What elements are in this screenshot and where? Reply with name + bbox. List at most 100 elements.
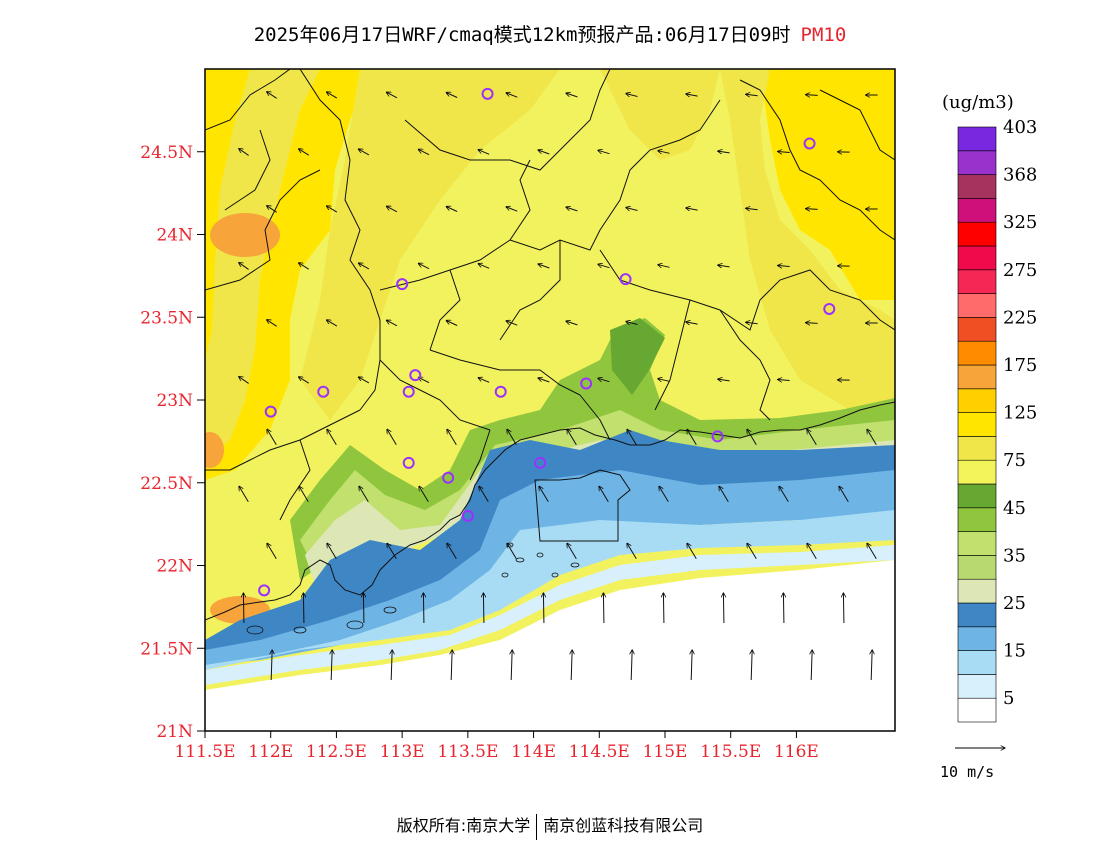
wind-arrow bbox=[539, 486, 549, 502]
wind-arrow bbox=[806, 209, 818, 210]
legend-label: 5 bbox=[1003, 688, 1014, 709]
wind-arrow bbox=[418, 263, 430, 270]
wind-arrow bbox=[447, 429, 457, 445]
wind-arrow bbox=[446, 320, 458, 326]
wind-arrow bbox=[691, 650, 692, 681]
wind-arrow bbox=[686, 208, 698, 210]
wind-arrow bbox=[779, 486, 789, 502]
lat-tick-label: 22N bbox=[156, 557, 193, 577]
legend-swatch bbox=[957, 436, 997, 461]
monitoring-stations bbox=[258, 87, 836, 597]
wind-arrow bbox=[778, 265, 790, 266]
wind-arrow bbox=[839, 486, 849, 502]
wind-arrow bbox=[718, 265, 730, 267]
wind-arrow bbox=[626, 207, 638, 210]
legend-swatch bbox=[957, 150, 997, 175]
wind-arrow bbox=[538, 150, 550, 155]
wind-arrow bbox=[599, 486, 609, 502]
legend-swatch bbox=[957, 626, 997, 651]
lat-tick-label: 23N bbox=[156, 391, 193, 411]
wind-arrow bbox=[871, 650, 872, 681]
wind-arrow bbox=[718, 379, 730, 381]
wind-arrow bbox=[686, 94, 698, 96]
legend-label: 225 bbox=[1003, 307, 1037, 328]
band-75-east bbox=[600, 69, 720, 160]
station-marker bbox=[396, 278, 409, 291]
wind-arrow bbox=[567, 429, 577, 445]
copyright-divider bbox=[536, 813, 538, 840]
station-marker bbox=[534, 456, 547, 469]
wind-arrow bbox=[386, 92, 398, 99]
wind-arrow bbox=[299, 263, 310, 270]
wind-arrow bbox=[746, 94, 758, 95]
lon-tick-label: 114E bbox=[511, 742, 556, 762]
legend-swatch bbox=[957, 459, 997, 485]
copyright-org1: 南京大学 bbox=[466, 816, 531, 835]
lon-tick-label: 112E bbox=[248, 742, 293, 762]
hk-boundary bbox=[534, 469, 631, 542]
wind-arrow bbox=[327, 543, 337, 559]
wind-arrow bbox=[806, 95, 818, 96]
band-5-sea bbox=[205, 510, 895, 670]
band-125-inner bbox=[205, 69, 250, 360]
legend-label: 403 bbox=[1003, 117, 1037, 138]
wind-arrow bbox=[658, 265, 670, 268]
station-marker bbox=[402, 456, 415, 469]
station-marker bbox=[580, 377, 593, 390]
title-main: 2025年06月17日WRF/cmaq模式12km预报产品:06月17日09时 bbox=[253, 24, 791, 46]
wind-arrow bbox=[687, 543, 697, 559]
wind-arrow bbox=[598, 150, 610, 155]
wind-arrow bbox=[631, 650, 632, 681]
wind-arrow bbox=[419, 486, 429, 502]
legend-swatch bbox=[957, 578, 997, 604]
wind-arrow bbox=[751, 650, 752, 681]
legend-label: 175 bbox=[1003, 355, 1037, 376]
legend-swatch bbox=[957, 555, 997, 580]
station-marker bbox=[317, 385, 330, 398]
wind-arrow bbox=[571, 650, 572, 681]
wind-arrow bbox=[327, 92, 338, 99]
wind-arrow bbox=[331, 650, 332, 681]
legend-swatch bbox=[957, 293, 997, 318]
wind-arrow bbox=[446, 92, 458, 98]
lat-tick-label: 24.5N bbox=[140, 143, 193, 163]
wind-arrow bbox=[267, 429, 277, 445]
wind-arrow bbox=[267, 320, 277, 327]
legend-swatch bbox=[957, 317, 997, 342]
wind-arrow bbox=[271, 650, 272, 681]
legend-swatch bbox=[957, 483, 997, 509]
legend-swatch bbox=[957, 697, 997, 723]
copyright-prefix: 版权所有: bbox=[396, 816, 467, 835]
legend-swatch bbox=[957, 602, 997, 628]
band-125-ne bbox=[760, 69, 895, 300]
wind-arrow bbox=[358, 377, 370, 384]
legend-swatch bbox=[957, 221, 997, 247]
legend-swatch bbox=[957, 340, 997, 366]
wind-arrow bbox=[538, 378, 550, 383]
copyright-org2: 南京创蓝科技有限公司 bbox=[543, 816, 704, 835]
station-marker bbox=[442, 471, 455, 484]
wind-arrow bbox=[598, 378, 610, 383]
station-marker bbox=[711, 430, 724, 443]
wind-arrow bbox=[867, 429, 877, 445]
station-marker bbox=[402, 385, 415, 398]
station-marker bbox=[823, 302, 836, 315]
legend-label: 125 bbox=[1003, 403, 1037, 424]
title-species: PM10 bbox=[800, 24, 847, 46]
legend-label: 368 bbox=[1003, 165, 1037, 186]
wind-arrow bbox=[686, 322, 698, 324]
legend-swatch bbox=[957, 198, 997, 223]
band-45-dark bbox=[610, 318, 665, 395]
wind-arrow bbox=[746, 208, 758, 209]
legend-swatch bbox=[957, 674, 997, 699]
wind-arrow bbox=[659, 486, 669, 502]
wind-arrow bbox=[718, 151, 730, 153]
legend-unit: (ug/m3) bbox=[942, 92, 1014, 113]
coastline bbox=[205, 401, 895, 621]
wind-arrow bbox=[506, 207, 518, 212]
legend-label: 35 bbox=[1003, 545, 1026, 566]
wind-arrow bbox=[446, 206, 458, 212]
wind-arrow bbox=[447, 543, 457, 559]
band-1-sea bbox=[205, 545, 895, 685]
wind-arrow bbox=[386, 320, 398, 327]
